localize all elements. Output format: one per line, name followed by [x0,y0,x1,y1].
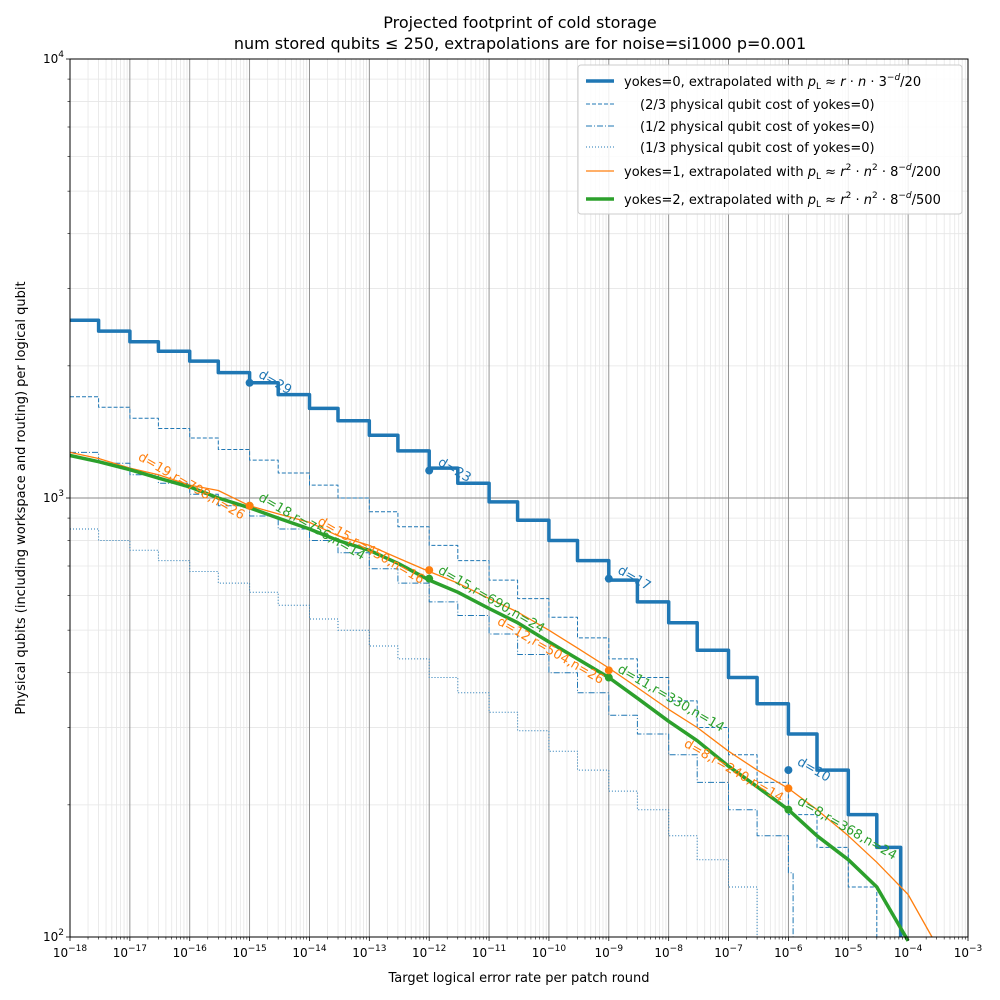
series-line-1 [70,396,878,937]
x-axis-label: Target logical error rate per patch roun… [387,971,649,986]
x-tick-label: 10−3 [954,944,983,960]
x-tick-label: 10−9 [595,944,624,960]
x-tick-label: 10−7 [714,944,743,960]
y-tick-label: 103 [43,489,64,505]
annotation-marker-6 [604,673,613,682]
x-tick-label: 10−16 [173,944,208,960]
annotation-marker-3 [784,766,793,775]
legend-label-2: (1/2 physical qubit cost of yokes=0) [640,120,875,135]
x-tick-label: 10−13 [352,944,386,960]
series-line-4 [69,451,933,938]
legend-label-0: yokes=0, extrapolated with pL ≈ r · n · … [624,73,921,92]
y-axis-label: Physical qubits (including workspace and… [14,281,29,714]
legend-label-1: (2/3 physical qubit cost of yokes=0) [640,98,875,113]
annotation-marker-11 [784,784,793,793]
x-tick-label: 10−14 [292,944,327,960]
series-line-5 [69,453,910,942]
y-tick-label: 104 [43,50,64,66]
x-tick-label: 10−10 [532,944,567,960]
annotation-marker-7 [784,805,793,814]
annotation-marker-1 [425,466,434,475]
series-line-3 [70,528,758,937]
chart-subtitle: num stored qubits ≤ 250, extrapolations … [234,34,806,53]
annotation-marker-9 [425,566,434,575]
series-line-2 [70,451,794,937]
x-tick-label: 10−11 [472,944,506,960]
x-tick-label: 10−17 [113,944,147,960]
series-line-0 [70,318,903,937]
annotation-marker-10 [604,666,613,675]
chart-title: Projected footprint of cold storage [383,13,657,32]
legend: yokes=0, extrapolated with pL ≈ r · n · … [577,64,963,215]
x-tick-label: 10−15 [232,944,266,960]
legend-label-4: yokes=1, extrapolated with pL ≈ r2 · n2 … [624,163,941,182]
x-tick-label: 10−4 [894,944,923,960]
x-tick-label: 10−18 [53,944,88,960]
annotation-marker-0 [245,378,254,387]
x-tick-label: 10−12 [412,944,446,960]
x-tick-label: 10−6 [774,944,803,960]
x-tick-label: 10−5 [834,944,863,960]
y-axis: 102 103 104 [43,50,70,944]
annotation-marker-2 [604,574,613,583]
series-group [69,318,933,942]
x-axis: 10−18 10−17 10−16 10−15 10−14 10−13 10−12 10−11… [53,937,982,960]
legend-label-3: (1/3 physical qubit cost of yokes=0) [640,141,875,156]
x-tick-label: 10−8 [654,944,683,960]
legend-box [577,64,963,215]
annotation-marker-5 [425,574,434,583]
y-tick-label: 102 [43,928,64,944]
legend-label-5: yokes=2, extrapolated with pL ≈ r2 · n2 … [624,191,941,210]
annotation-marker-8 [245,501,254,510]
